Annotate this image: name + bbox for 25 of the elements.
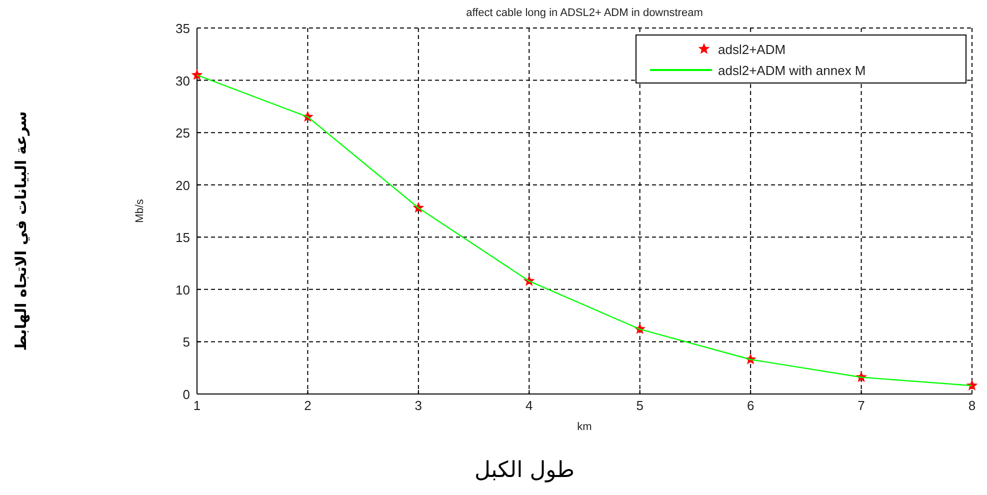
y-tick-label: 25 (176, 126, 190, 141)
x-tick-label: 3 (414, 398, 422, 413)
y-tick-label: 5 (182, 334, 190, 350)
legend-label: adsl2+ADM with annex M (718, 63, 866, 78)
x-tick-label: 5 (636, 398, 644, 413)
point (966, 380, 978, 390)
legend-label: adsl2+ADM (718, 42, 786, 57)
y-axis-title: Mb/s (134, 198, 146, 223)
text: طول الكبل (474, 458, 575, 483)
x-tick-label: 7 (858, 398, 865, 413)
text: سرعة البيانات في الاتجاه الهابط (12, 111, 30, 351)
x-tick-label: 1 (193, 398, 201, 413)
x-tick-label: 6 (746, 398, 754, 413)
x-axis-title: km (577, 421, 592, 433)
y-tick-label: 20 (176, 178, 190, 193)
x-tick-label: 8 (968, 398, 976, 413)
y-tick-label: 0 (182, 387, 190, 402)
x-tick-label: 4 (526, 398, 533, 413)
chart-title: affect cable long in ADSL2+ ADM in downstream (466, 7, 703, 19)
y-tick-label: 30 (176, 73, 190, 88)
y-tick-label: 10 (176, 282, 190, 298)
y-tick-label: 15 (176, 230, 190, 246)
y-tick-label: 35 (176, 21, 190, 36)
x-tick-label: 2 (304, 398, 312, 413)
point (191, 69, 203, 80)
